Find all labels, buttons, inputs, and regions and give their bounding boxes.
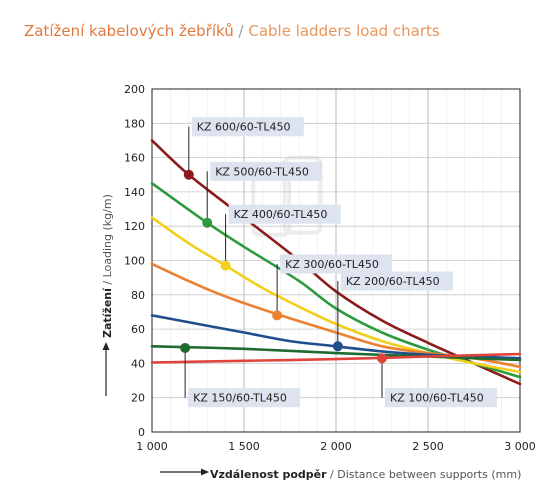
x-tick-label: 2 000 bbox=[320, 440, 352, 453]
series-label-box-2 bbox=[228, 204, 341, 224]
x-tick-label: 3 000 bbox=[504, 440, 536, 453]
series-line-5 bbox=[150, 345, 522, 362]
y-tick-label: 80 bbox=[131, 289, 145, 302]
series-line-6 bbox=[150, 352, 522, 364]
series-marker-4 bbox=[332, 341, 343, 352]
series-marker-1 bbox=[202, 217, 213, 228]
y-axis-title: Zatížení / Loading (kg/m) bbox=[101, 194, 114, 338]
x-tick-label: 2 500 bbox=[412, 440, 444, 453]
series-marker-0 bbox=[183, 169, 194, 180]
series-label-box-3 bbox=[280, 254, 393, 274]
y-tick-label: 120 bbox=[124, 220, 145, 233]
series-label-6: KZ 100/60-TL450 bbox=[390, 392, 484, 405]
x-axis-title-czech: Vzdálenost podpěr bbox=[210, 468, 327, 481]
title-separator: / bbox=[233, 22, 249, 40]
axes: 0 20 40 60 80 100 120 140 160 180 200 1 000 1 500 2 0… bbox=[102, 83, 536, 476]
x-tick-label: 1 000 bbox=[136, 440, 168, 453]
title-czech: Zatížení kabelových žebříků bbox=[24, 22, 234, 40]
series-label-5: KZ 150/60-TL450 bbox=[193, 392, 287, 405]
series-marker-5 bbox=[180, 342, 191, 353]
x-axis-title-english: / Distance between supports (mm) bbox=[327, 468, 522, 481]
series-marker-3 bbox=[272, 310, 283, 321]
y-tick-label: 200 bbox=[124, 83, 145, 96]
y-tick-label: 140 bbox=[124, 186, 145, 199]
y-tick-label: 160 bbox=[124, 152, 145, 165]
y-tick-label: 60 bbox=[131, 323, 145, 336]
y-axis-title-english: / Loading (kg/m) bbox=[101, 194, 114, 288]
series-label-box-4 bbox=[340, 271, 453, 291]
series-label-2: KZ 400/60-TL450 bbox=[234, 208, 328, 221]
y-axis-title-czech: Zatížení bbox=[101, 287, 114, 338]
y-tick-label: 0 bbox=[138, 426, 145, 439]
series-labels: KZ 600/60-TL450 KZ 500/60-TL450 KZ 400/60-… bbox=[180, 117, 497, 408]
title-english: Cable ladders load charts bbox=[248, 22, 440, 40]
series-label-0: KZ 600/60-TL450 bbox=[197, 121, 291, 134]
y-axis-arrow-head bbox=[102, 342, 110, 350]
y-tick-label: 180 bbox=[124, 117, 145, 130]
series-marker-2 bbox=[220, 260, 231, 271]
series-label-box-1 bbox=[210, 161, 323, 181]
plot-frame bbox=[151, 88, 521, 433]
series-lines bbox=[150, 139, 522, 386]
series-label-1: KZ 500/60-TL450 bbox=[215, 165, 309, 178]
series-label-4: KZ 200/60-TL450 bbox=[346, 275, 440, 288]
axis-titles: Vzdálenost podpěr / Distance between sup… bbox=[101, 194, 521, 481]
page-title: Zatížení kabelových žebříků / Cable ladd… bbox=[24, 22, 440, 40]
y-tick-label: 20 bbox=[131, 392, 145, 405]
y-tick-label: 40 bbox=[131, 357, 145, 370]
x-axis-title: Vzdálenost podpěr / Distance between sup… bbox=[210, 468, 521, 481]
series-label-3: KZ 300/60-TL450 bbox=[285, 258, 379, 271]
series-label-box-0 bbox=[191, 117, 304, 137]
y-tick-label: 100 bbox=[124, 255, 145, 268]
series-label-box-5 bbox=[188, 388, 301, 408]
x-tick-label: 1 500 bbox=[228, 440, 260, 453]
series-label-box-6 bbox=[385, 388, 497, 408]
series-marker-6 bbox=[377, 353, 387, 364]
x-axis-arrow-head bbox=[201, 468, 209, 476]
